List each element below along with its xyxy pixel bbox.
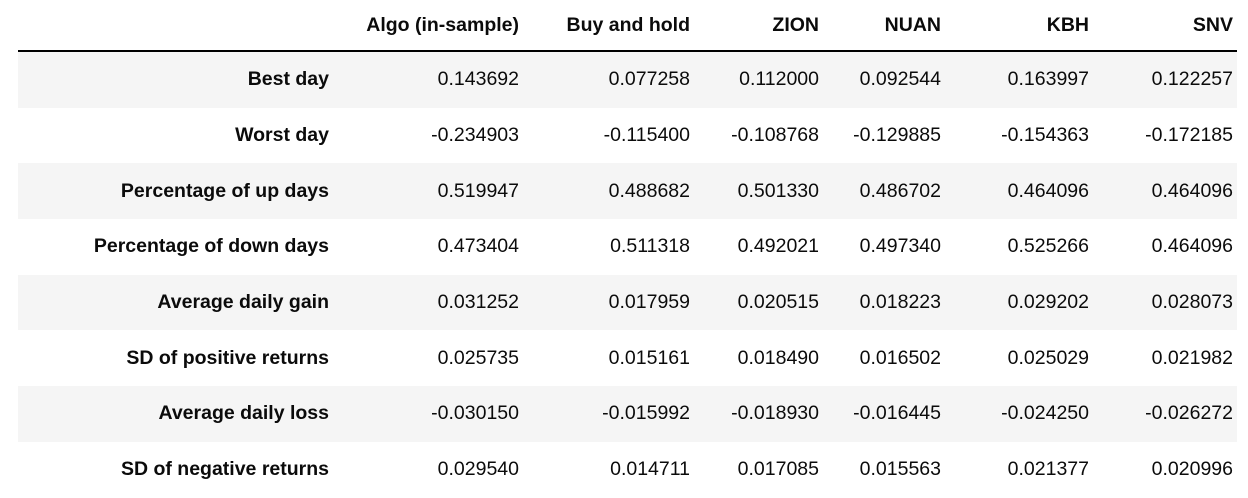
value-cell: 0.492021 [737, 235, 819, 258]
value-cell: 0.092544 [859, 68, 941, 91]
value-cell: 0.464096 [1007, 179, 1089, 202]
value-cell: 0.025735 [437, 346, 519, 369]
value-cell: 0.025029 [1007, 346, 1089, 369]
value-cell: 0.021377 [1007, 458, 1089, 481]
value-cell: 0.519947 [437, 179, 519, 202]
column-header-zion: ZION [694, 0, 823, 52]
row-label: Percentage of down days [93, 235, 329, 258]
value-cell: -0.016445 [853, 402, 941, 425]
row-label: SD of positive returns [126, 346, 329, 369]
value-cell: -0.030150 [431, 402, 519, 425]
value-cell: 0.122257 [1151, 68, 1233, 91]
column-header-buy-and-hold: Buy and hold [523, 0, 694, 52]
value-cell: 0.464096 [1151, 179, 1233, 202]
value-cell: 0.488682 [608, 179, 690, 202]
value-cell: 0.511318 [610, 235, 690, 258]
performance-stats-table: Algo (in-sample) Buy and hold ZION NUAN … [18, 0, 1237, 498]
header-row: Algo (in-sample) Buy and hold ZION NUAN … [18, 0, 1237, 52]
value-cell: 0.017959 [608, 291, 690, 314]
value-cell: -0.234903 [431, 124, 519, 147]
value-cell: -0.018930 [731, 402, 819, 425]
column-header-algo-in-sample: Algo (in-sample) [333, 0, 523, 52]
value-cell: 0.497340 [859, 235, 941, 258]
value-cell: 0.016502 [859, 346, 941, 369]
value-cell: 0.014711 [610, 458, 690, 481]
table-body: Best day 0.143692 0.077258 0.112000 0.092544… [18, 51, 1237, 498]
value-cell: 0.029202 [1007, 291, 1089, 314]
table-row: SD of positive returns 0.025735 0.015161 0.… [18, 330, 1237, 386]
value-cell: 0.143692 [437, 68, 519, 91]
value-cell: 0.077258 [608, 68, 690, 91]
value-cell: -0.129885 [853, 124, 941, 147]
column-header-kbh: KBH [945, 0, 1093, 52]
value-cell: 0.028073 [1151, 291, 1233, 314]
value-cell: 0.163997 [1007, 68, 1089, 91]
row-label: Average daily gain [157, 291, 329, 314]
table-row: Percentage of up days 0.519947 0.488682 0.5… [18, 163, 1237, 220]
table-row: Average daily loss -0.030150 -0.015992 -0.0… [18, 386, 1237, 442]
table-row: Worst day -0.234903 -0.115400 -0.108768 -0.1… [18, 108, 1237, 164]
column-header-snv: SNV [1093, 0, 1237, 52]
value-cell: 0.486702 [859, 179, 941, 202]
value-cell: 0.112000 [739, 68, 819, 91]
value-cell: 0.464096 [1151, 235, 1233, 258]
row-label: SD of negative returns [120, 458, 329, 481]
value-cell: 0.017085 [737, 458, 819, 481]
table-row: Percentage of down days 0.473404 0.511318 0… [18, 219, 1237, 275]
row-label: Average daily loss [158, 402, 329, 425]
value-cell: -0.108768 [731, 124, 819, 147]
value-cell: -0.024250 [1001, 402, 1089, 425]
value-cell: 0.020996 [1151, 458, 1233, 481]
value-cell: -0.172185 [1145, 124, 1233, 147]
value-cell: -0.154363 [1001, 124, 1089, 147]
value-cell: 0.018490 [737, 346, 819, 369]
value-cell: 0.029540 [437, 458, 519, 481]
value-cell: -0.026272 [1145, 402, 1233, 425]
row-label: Best day [247, 68, 329, 91]
corner-cell [18, 0, 333, 52]
value-cell: 0.020515 [737, 291, 819, 314]
row-label: Percentage of up days [120, 179, 329, 202]
value-cell: -0.015992 [602, 402, 690, 425]
value-cell: 0.015161 [608, 346, 690, 369]
table-row: Average daily gain 0.031252 0.017959 0.0205… [18, 274, 1237, 331]
value-cell: 0.018223 [859, 291, 941, 314]
value-cell: 0.031252 [437, 291, 519, 314]
value-cell: 0.021982 [1151, 346, 1233, 369]
value-cell: 0.525266 [1007, 235, 1089, 258]
value-cell: 0.015563 [859, 458, 941, 481]
row-label: Worst day [235, 124, 329, 147]
value-cell: -0.115400 [603, 124, 690, 147]
table-row: Best day 0.143692 0.077258 0.112000 0.092544… [18, 51, 1237, 108]
value-cell: 0.473404 [437, 235, 519, 258]
column-header-nuan: NUAN [823, 0, 945, 52]
value-cell: 0.501330 [737, 179, 819, 202]
table-row: SD of negative returns 0.029540 0.014711 0.… [18, 442, 1237, 498]
